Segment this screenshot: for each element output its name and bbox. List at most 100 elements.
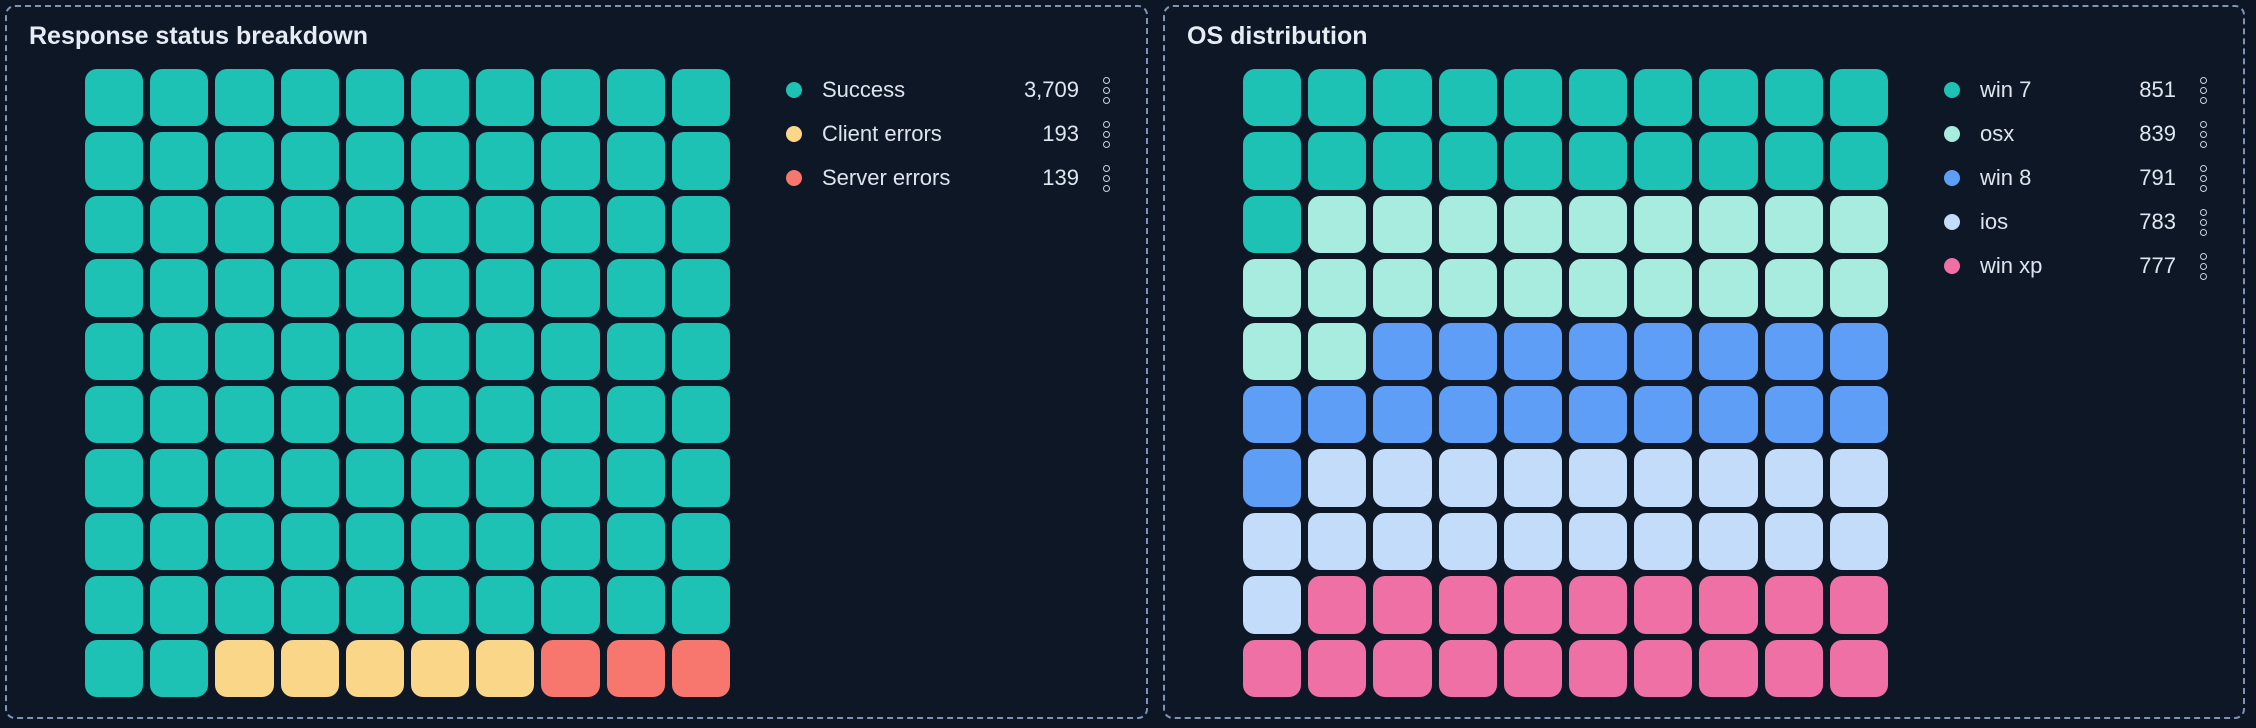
waffle-cell[interactable] — [606, 195, 665, 254]
waffle-cell[interactable] — [280, 386, 339, 444]
waffle-cell[interactable] — [1569, 259, 1628, 317]
waffle-cell[interactable] — [1699, 69, 1758, 127]
waffle-cell[interactable] — [1764, 322, 1823, 380]
waffle-cell[interactable] — [1764, 639, 1823, 697]
waffle-cell[interactable] — [85, 576, 144, 634]
waffle-cell[interactable] — [1569, 132, 1628, 190]
waffle-cell[interactable] — [1634, 259, 1693, 317]
kebab-menu-icon[interactable] — [1101, 163, 1112, 194]
waffle-cell[interactable] — [85, 639, 144, 697]
waffle-cell[interactable] — [1569, 69, 1628, 127]
waffle-cell[interactable] — [606, 512, 665, 571]
waffle-cell[interactable] — [345, 195, 404, 254]
waffle-cell[interactable] — [1438, 195, 1497, 254]
waffle-cell[interactable] — [1373, 195, 1432, 254]
waffle-cell[interactable] — [1829, 512, 1888, 571]
waffle-cell[interactable] — [1699, 449, 1758, 507]
waffle-cell[interactable] — [1373, 132, 1432, 190]
waffle-cell[interactable] — [1764, 69, 1823, 127]
waffle-cell[interactable] — [85, 132, 144, 190]
waffle-cell[interactable] — [215, 322, 274, 380]
waffle-cell[interactable] — [1569, 576, 1628, 634]
waffle-cell[interactable] — [345, 576, 404, 634]
waffle-cell[interactable] — [1373, 449, 1432, 507]
waffle-cell[interactable] — [1829, 386, 1888, 444]
waffle-cell[interactable] — [1503, 449, 1562, 507]
kebab-menu-icon[interactable] — [2198, 251, 2209, 282]
waffle-cell[interactable] — [541, 449, 600, 507]
waffle-cell[interactable] — [1569, 449, 1628, 507]
waffle-cell[interactable] — [1308, 639, 1367, 697]
waffle-cell[interactable] — [345, 639, 404, 697]
legend-item[interactable]: Server errors 139 — [786, 163, 1112, 193]
kebab-menu-icon[interactable] — [2198, 119, 2209, 150]
waffle-cell[interactable] — [606, 259, 665, 317]
waffle-cell[interactable] — [1764, 132, 1823, 190]
waffle-cell[interactable] — [1503, 195, 1562, 254]
waffle-cell[interactable] — [1438, 639, 1497, 697]
waffle-cell[interactable] — [280, 512, 339, 571]
waffle-cell[interactable] — [1503, 386, 1562, 444]
waffle-cell[interactable] — [345, 69, 404, 127]
waffle-cell[interactable] — [411, 259, 470, 317]
waffle-cell[interactable] — [280, 322, 339, 380]
waffle-cell[interactable] — [1243, 195, 1302, 254]
waffle-cell[interactable] — [1438, 386, 1497, 444]
waffle-cell[interactable] — [1438, 69, 1497, 127]
waffle-cell[interactable] — [671, 512, 730, 571]
waffle-cell[interactable] — [150, 386, 209, 444]
waffle-cell[interactable] — [1764, 449, 1823, 507]
waffle-cell[interactable] — [1699, 132, 1758, 190]
waffle-cell[interactable] — [1243, 449, 1302, 507]
waffle-cell[interactable] — [215, 449, 274, 507]
waffle-cell[interactable] — [1634, 639, 1693, 697]
waffle-cell[interactable] — [215, 69, 274, 127]
waffle-cell[interactable] — [85, 69, 144, 127]
waffle-cell[interactable] — [411, 132, 470, 190]
waffle-cell[interactable] — [1243, 69, 1302, 127]
waffle-cell[interactable] — [1308, 259, 1367, 317]
waffle-cell[interactable] — [345, 449, 404, 507]
waffle-cell[interactable] — [476, 259, 535, 317]
waffle-cell[interactable] — [1829, 576, 1888, 634]
waffle-cell[interactable] — [1699, 259, 1758, 317]
waffle-cell[interactable] — [150, 512, 209, 571]
waffle-cell[interactable] — [1829, 449, 1888, 507]
waffle-cell[interactable] — [541, 512, 600, 571]
waffle-cell[interactable] — [671, 195, 730, 254]
waffle-cell[interactable] — [1764, 512, 1823, 571]
waffle-cell[interactable] — [215, 512, 274, 571]
waffle-cell[interactable] — [1503, 512, 1562, 571]
waffle-cell[interactable] — [1308, 449, 1367, 507]
waffle-cell[interactable] — [1503, 259, 1562, 317]
waffle-cell[interactable] — [1634, 512, 1693, 571]
waffle-cell[interactable] — [150, 195, 209, 254]
waffle-cell[interactable] — [411, 69, 470, 127]
waffle-cell[interactable] — [1243, 132, 1302, 190]
legend-item[interactable]: win xp 777 — [1944, 251, 2209, 281]
waffle-cell[interactable] — [150, 69, 209, 127]
waffle-cell[interactable] — [1634, 132, 1693, 190]
waffle-cell[interactable] — [541, 259, 600, 317]
waffle-cell[interactable] — [1243, 576, 1302, 634]
waffle-cell[interactable] — [1308, 512, 1367, 571]
waffle-cell[interactable] — [345, 259, 404, 317]
waffle-cell[interactable] — [671, 576, 730, 634]
waffle-cell[interactable] — [280, 195, 339, 254]
waffle-cell[interactable] — [476, 576, 535, 634]
waffle-cell[interactable] — [1243, 639, 1302, 697]
waffle-cell[interactable] — [1569, 386, 1628, 444]
waffle-cell[interactable] — [1308, 322, 1367, 380]
waffle-cell[interactable] — [1373, 322, 1432, 380]
waffle-cell[interactable] — [671, 132, 730, 190]
legend-item[interactable]: Client errors 193 — [786, 119, 1112, 149]
waffle-cell[interactable] — [411, 322, 470, 380]
waffle-cell[interactable] — [1243, 322, 1302, 380]
waffle-cell[interactable] — [280, 576, 339, 634]
waffle-cell[interactable] — [1308, 576, 1367, 634]
waffle-cell[interactable] — [541, 322, 600, 380]
legend-item[interactable]: osx 839 — [1944, 119, 2209, 149]
waffle-cell[interactable] — [1829, 195, 1888, 254]
waffle-cell[interactable] — [215, 386, 274, 444]
waffle-cell[interactable] — [1764, 259, 1823, 317]
